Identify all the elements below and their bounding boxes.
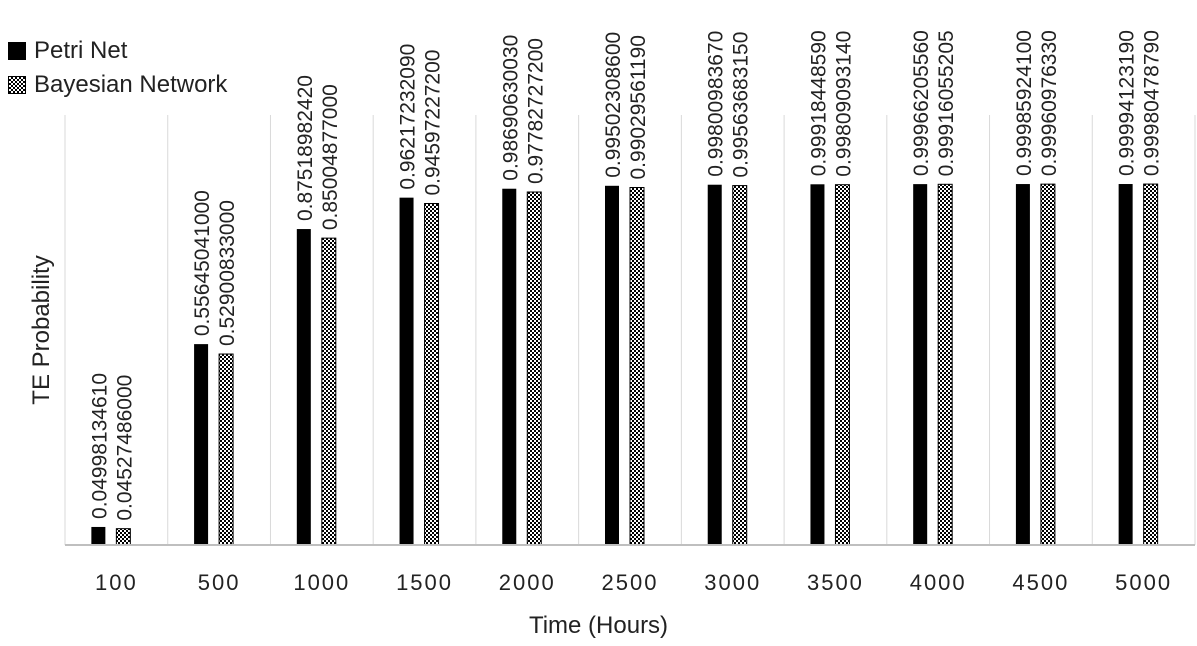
bar-petri-net [194,344,209,545]
x-tick-label: 100 [95,570,138,595]
data-label-petri-net: 0.04998134610 [88,373,111,519]
bars [91,183,1159,546]
bar-petri-net [707,184,722,545]
data-label-bayesian-network: 0.99960976330 [1038,30,1061,176]
data-label-petri-net: 0.98690630030 [499,35,522,181]
x-tick-label: 3000 [704,570,761,595]
x-tick-label: 2000 [499,570,556,595]
legend-swatch-petri-net [8,42,26,60]
data-label-petri-net: 0.99502308600 [602,32,625,178]
bar-bayesian-network [732,185,748,546]
x-tick-label: 1000 [293,570,350,595]
bar-petri-net [502,188,517,546]
bar-bayesian-network [218,353,234,546]
y-axis-label: TE Probability [28,255,55,405]
bar-bayesian-network [937,183,953,546]
x-tick-label: 3500 [807,570,864,595]
data-label-bayesian-network: 0.99563683150 [730,32,753,178]
legend-item-bayesian-network: Bayesian Network [8,68,227,102]
x-tick-labels: 100 500 1000 1500 2000 2500 3000 3500 4000 4500 50… [95,570,1172,595]
x-tick-label: 500 [198,570,241,595]
bar-bayesian-network [321,237,337,546]
data-label-petri-net: 0.99994123190 [1116,30,1139,176]
x-tick-label: 2500 [602,570,659,595]
data-label-bayesian-network: 0.99809093140 [832,31,855,177]
bar-bayesian-network [526,191,542,546]
data-label-bayesian-network: 0.94597227200 [422,50,445,196]
x-axis-label: Time (Hours) [528,612,669,639]
data-label-bayesian-network: 0.97782727200 [524,38,547,184]
x-tick-label: 1500 [396,570,453,595]
bar-petri-net [913,184,928,545]
x-tick-label: 5000 [1115,570,1172,595]
bar-bayesian-network [1040,183,1056,546]
bar-bayesian-network [1143,183,1159,546]
bar-petri-net [1118,184,1133,545]
legend-label-bayesian-network: Bayesian Network [34,71,228,98]
data-label-petri-net: 0.99918448590 [807,30,830,176]
data-label-petri-net: 0.99966205560 [910,30,933,176]
legend: Petri Net Bayesian Network [8,34,227,102]
bar-petri-net [399,197,414,545]
data-label-bayesian-network: 0.99980478790 [1141,30,1164,176]
data-label-bayesian-network: 0.04527486000 [113,375,136,521]
legend-item-petri-net: Petri Net [8,34,227,68]
bar-petri-net [810,184,825,545]
bar-bayesian-network [115,528,131,546]
bar-petri-net [296,229,311,546]
data-label-bayesian-network: 0.99916055205 [935,30,958,176]
legend-swatch-bayesian-network [8,76,26,94]
data-label-petri-net: 0.99985924100 [1013,30,1036,176]
data-label-petri-net: 0.99800983670 [705,31,728,177]
data-label-bayesian-network: 0.85004877000 [319,84,342,230]
bar-petri-net [1015,184,1030,545]
bar-bayesian-network [834,184,850,546]
legend-label-petri-net: Petri Net [34,37,128,64]
data-label-petri-net: 0.55645041000 [191,190,214,336]
data-label-bayesian-network: 0.99029561190 [627,35,650,179]
x-tick-label: 4000 [910,570,967,595]
data-label-petri-net: 0.96217232090 [397,44,420,190]
data-label-petri-net: 0.87518982420 [294,75,317,221]
data-label-bayesian-network: 0.52900833000 [216,200,239,346]
bar-bayesian-network [629,187,645,546]
bar-bayesian-network [424,203,440,546]
bar-petri-net [91,526,106,545]
x-tick-label: 4500 [1012,570,1069,595]
grid-lines [64,115,1196,545]
bar-petri-net [605,185,619,545]
